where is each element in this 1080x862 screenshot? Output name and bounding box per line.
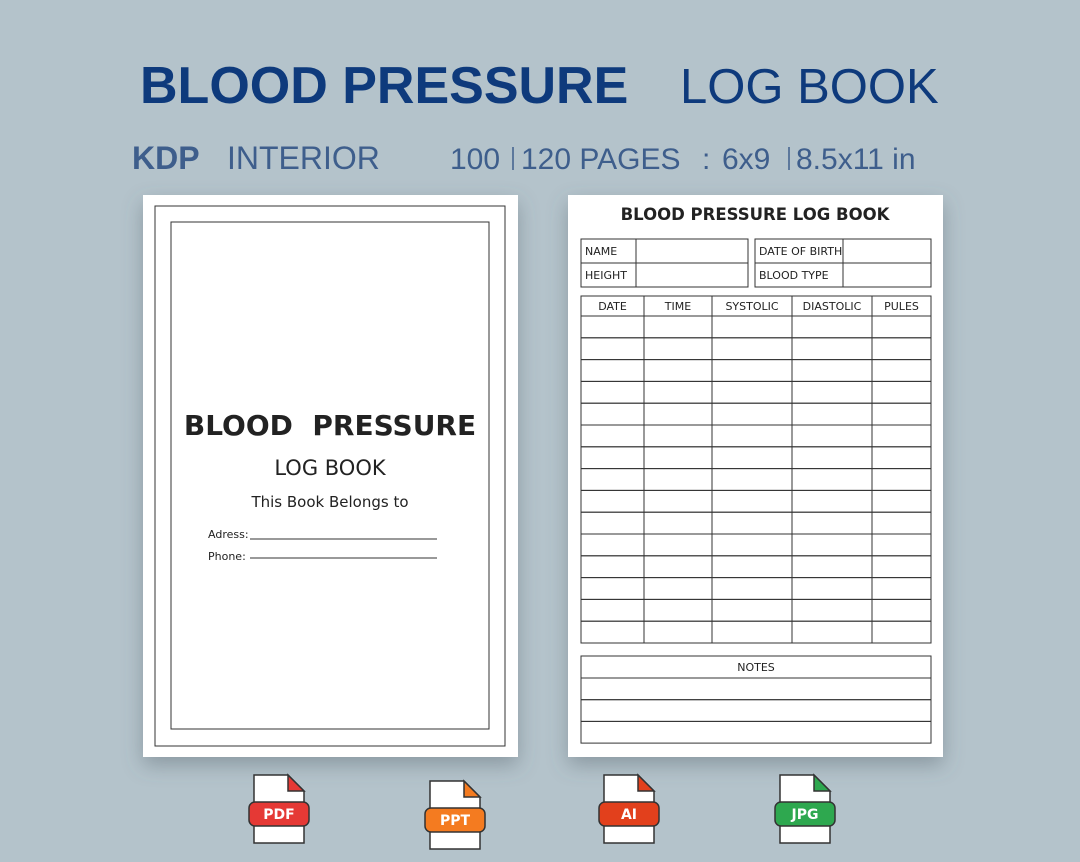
file-badge bbox=[424, 807, 486, 833]
info-cell bbox=[635, 262, 749, 288]
notes-label: NOTES bbox=[737, 661, 775, 674]
info-label: DATE OF BIRTH bbox=[759, 245, 842, 258]
info-label: BLOOD TYPE bbox=[759, 269, 829, 282]
title-bold: BLOOD PRESSURE bbox=[140, 57, 628, 115]
file-label: JPG bbox=[791, 807, 819, 823]
info-label: NAME bbox=[585, 245, 617, 258]
info-cell bbox=[842, 262, 932, 288]
belongs: This Book Belongs to bbox=[250, 493, 408, 511]
field-label: Phone: bbox=[208, 550, 246, 563]
pages-a: 100 bbox=[450, 143, 500, 176]
paper bbox=[568, 195, 943, 757]
table-header: DIASTOLIC bbox=[803, 300, 862, 313]
cover-page: BLOOD PRESSURE LOG BOOK This Book Belong… bbox=[143, 195, 518, 757]
table-header: TIME bbox=[664, 300, 691, 313]
kdp: KDP bbox=[132, 140, 200, 176]
file-fold bbox=[813, 773, 832, 792]
table-cell bbox=[871, 620, 932, 644]
file-badge bbox=[598, 801, 660, 827]
colon: : bbox=[702, 143, 710, 176]
file-label: AI bbox=[621, 807, 637, 823]
cover-subtitle: LOG BOOK bbox=[274, 456, 387, 480]
format-icons: PDF PPT AI JPG bbox=[248, 773, 836, 850]
table-header: SYSTOLIC bbox=[725, 300, 778, 313]
log-title: BLOOD PRESSURE LOG BOOK bbox=[621, 205, 891, 224]
info-label: HEIGHT bbox=[585, 269, 627, 282]
title-light: LOG BOOK bbox=[680, 60, 939, 114]
file-badge bbox=[774, 801, 836, 827]
frame-inner bbox=[170, 221, 490, 730]
frame-outer bbox=[154, 205, 506, 747]
file-fold bbox=[463, 779, 482, 798]
pages-b: 120 PAGES bbox=[521, 143, 681, 176]
cover-title: BLOOD PRESSURE bbox=[184, 409, 476, 442]
paper bbox=[143, 195, 518, 757]
table-header: PULES bbox=[884, 300, 919, 313]
field-label: Adress: bbox=[208, 528, 249, 541]
file-badge bbox=[248, 801, 310, 827]
log-page: BLOOD PRESSURE LOG BOOK NAME DATE OF BIRT… bbox=[568, 195, 943, 757]
file-fold bbox=[637, 773, 656, 792]
file-label: PPT bbox=[440, 813, 471, 829]
size-a: 6x9 bbox=[722, 143, 770, 176]
file-fold bbox=[287, 773, 306, 792]
notes-row bbox=[580, 720, 932, 744]
table-header: DATE bbox=[598, 300, 627, 313]
file-label: PDF bbox=[263, 807, 294, 823]
interior: INTERIOR bbox=[227, 140, 380, 176]
size-b: 8.5x11 in bbox=[796, 143, 916, 176]
